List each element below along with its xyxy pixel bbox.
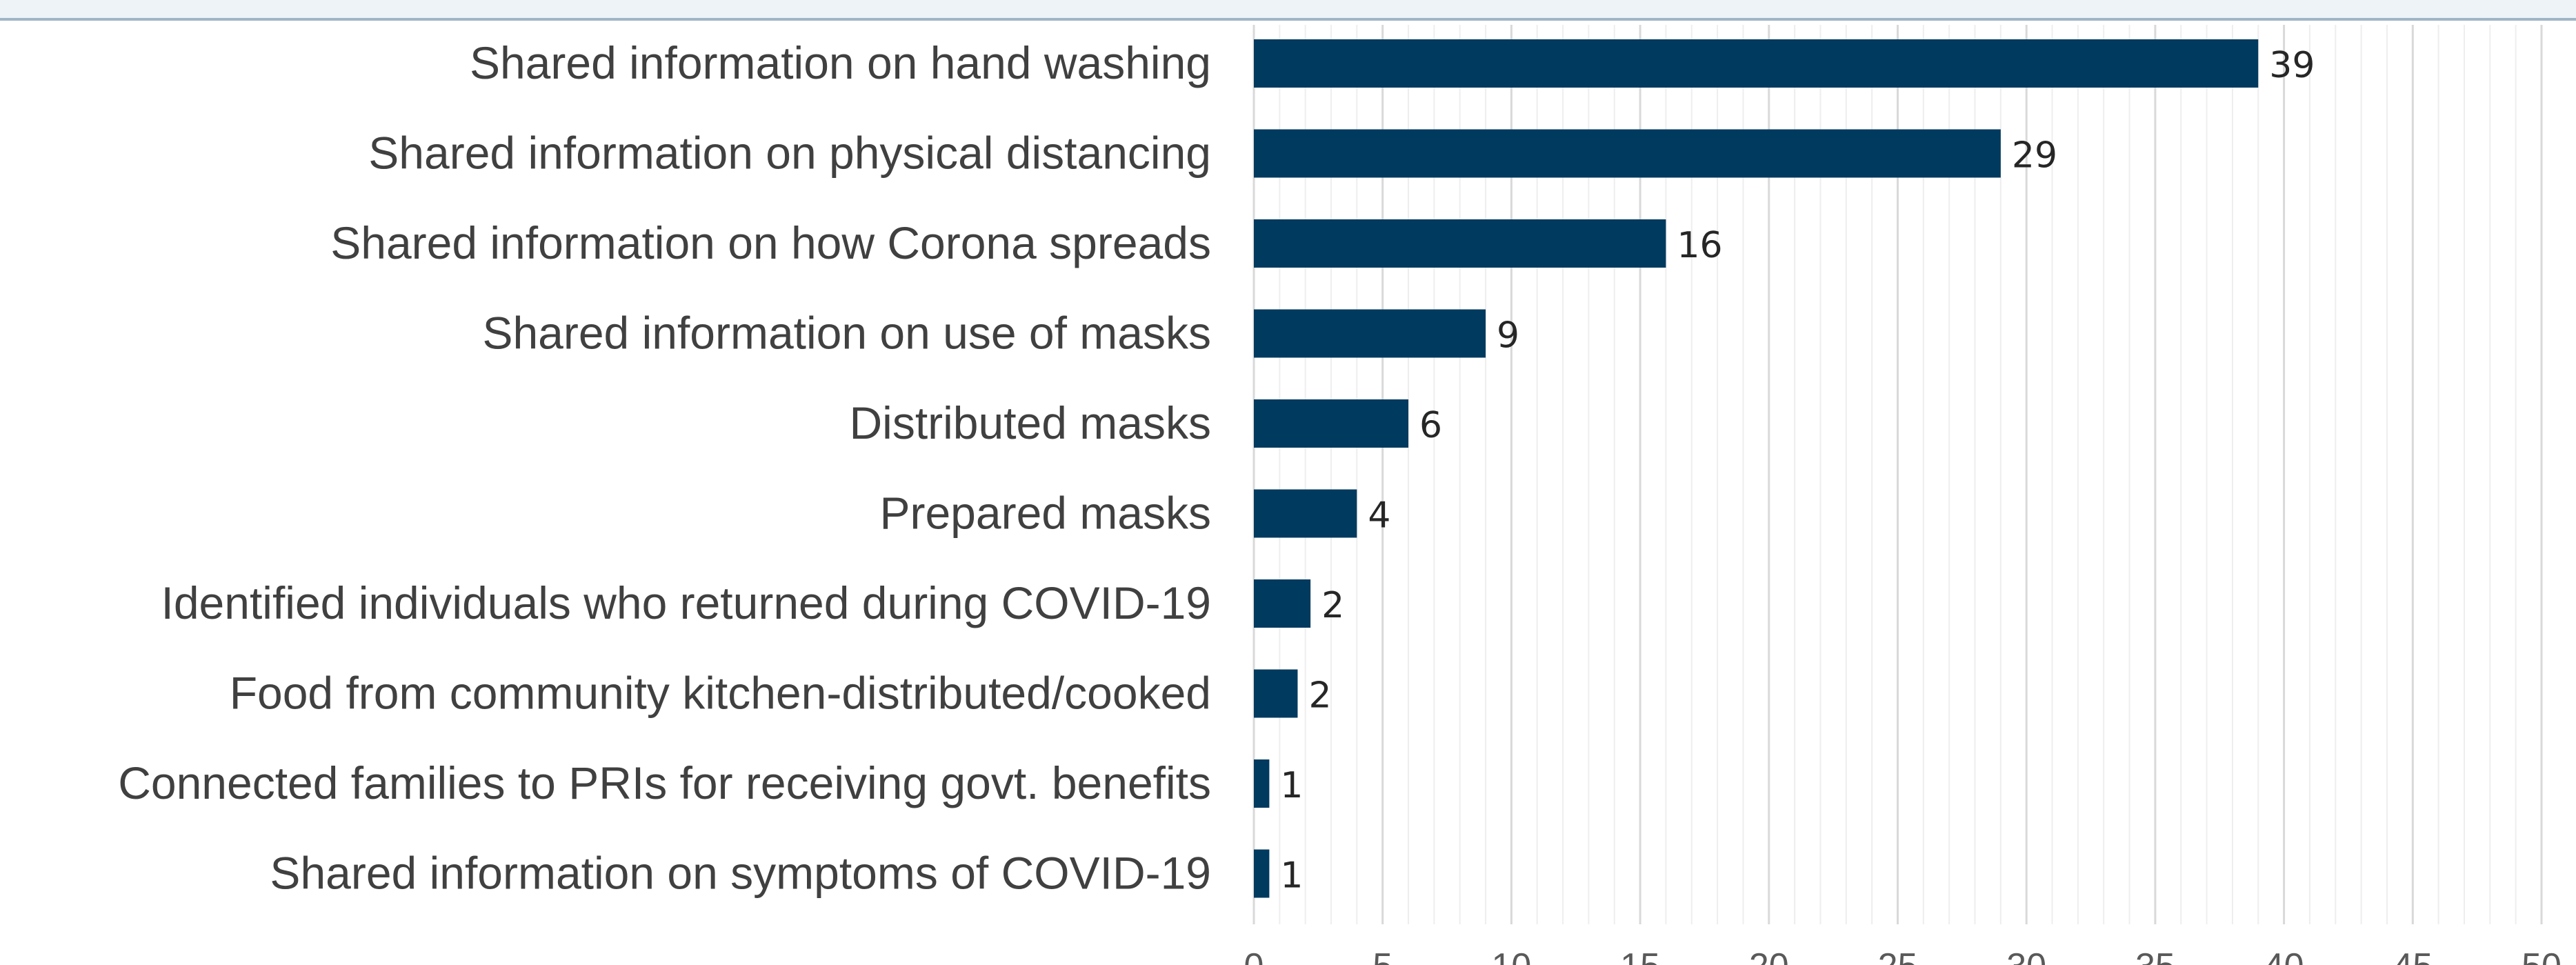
- data-label: 2: [1308, 675, 1331, 717]
- x-tick-label: 5: [1372, 946, 1392, 965]
- x-tick-label: 0: [1244, 946, 1264, 965]
- data-label: 6: [1419, 405, 1442, 446]
- bar: [1254, 219, 1666, 268]
- category-labels: Shared information on hand washing Shared…: [118, 37, 1211, 899]
- category-label: Identified individuals who returned duri…: [161, 577, 1211, 628]
- category-label: Shared information on physical distancin…: [368, 128, 1211, 179]
- x-tick-label: 50: [2522, 946, 2562, 965]
- category-label: Shared information on use of masks: [482, 308, 1211, 359]
- x-tick-label: 45: [2393, 946, 2433, 965]
- bar: [1254, 309, 1486, 358]
- data-label: 1: [1280, 855, 1303, 897]
- data-label: 29: [2012, 135, 2057, 177]
- x-tick-label: 30: [2006, 946, 2046, 965]
- x-tick-label: 20: [1749, 946, 1789, 965]
- category-label: Shared information on symptoms of COVID-…: [270, 848, 1211, 899]
- bar: [1254, 39, 2259, 88]
- x-tick-label: 10: [1491, 946, 1531, 965]
- bar: [1254, 489, 1357, 538]
- category-label: Shared information on hand washing: [470, 37, 1211, 88]
- data-label: 16: [1677, 225, 1722, 266]
- category-label: Food from community kitchen-distributed/…: [230, 668, 1211, 719]
- category-label: Connected families to PRIs for receiving…: [118, 757, 1211, 808]
- data-label: 1: [1280, 765, 1303, 806]
- data-label: 2: [1321, 585, 1344, 626]
- x-axis-ticks: 0 5 10 15 20 25 30 35 40 45 50: [1244, 946, 2562, 965]
- bar: [1254, 669, 1298, 718]
- category-label: Distributed masks: [850, 397, 1212, 448]
- data-label: 39: [2269, 45, 2315, 86]
- value-labels: 39 29 16 9 6 4 2 2 1 1: [1280, 45, 2315, 897]
- bar: [1254, 759, 1270, 808]
- category-label: Shared information on how Corona spreads: [330, 217, 1211, 268]
- bar: [1254, 579, 1311, 628]
- bar: [1254, 129, 2001, 178]
- x-tick-label: 35: [2135, 946, 2175, 965]
- bar: [1254, 399, 1409, 448]
- x-tick-label: 40: [2264, 946, 2304, 965]
- x-tick-label: 25: [1878, 946, 1918, 965]
- x-tick-label: 15: [1620, 946, 1660, 965]
- category-label: Prepared masks: [879, 488, 1211, 539]
- data-label: 4: [1368, 495, 1390, 537]
- bars: [1254, 39, 2259, 898]
- top-band: [0, 0, 2576, 19]
- data-label: 9: [1497, 315, 1519, 357]
- bar: [1254, 849, 1270, 898]
